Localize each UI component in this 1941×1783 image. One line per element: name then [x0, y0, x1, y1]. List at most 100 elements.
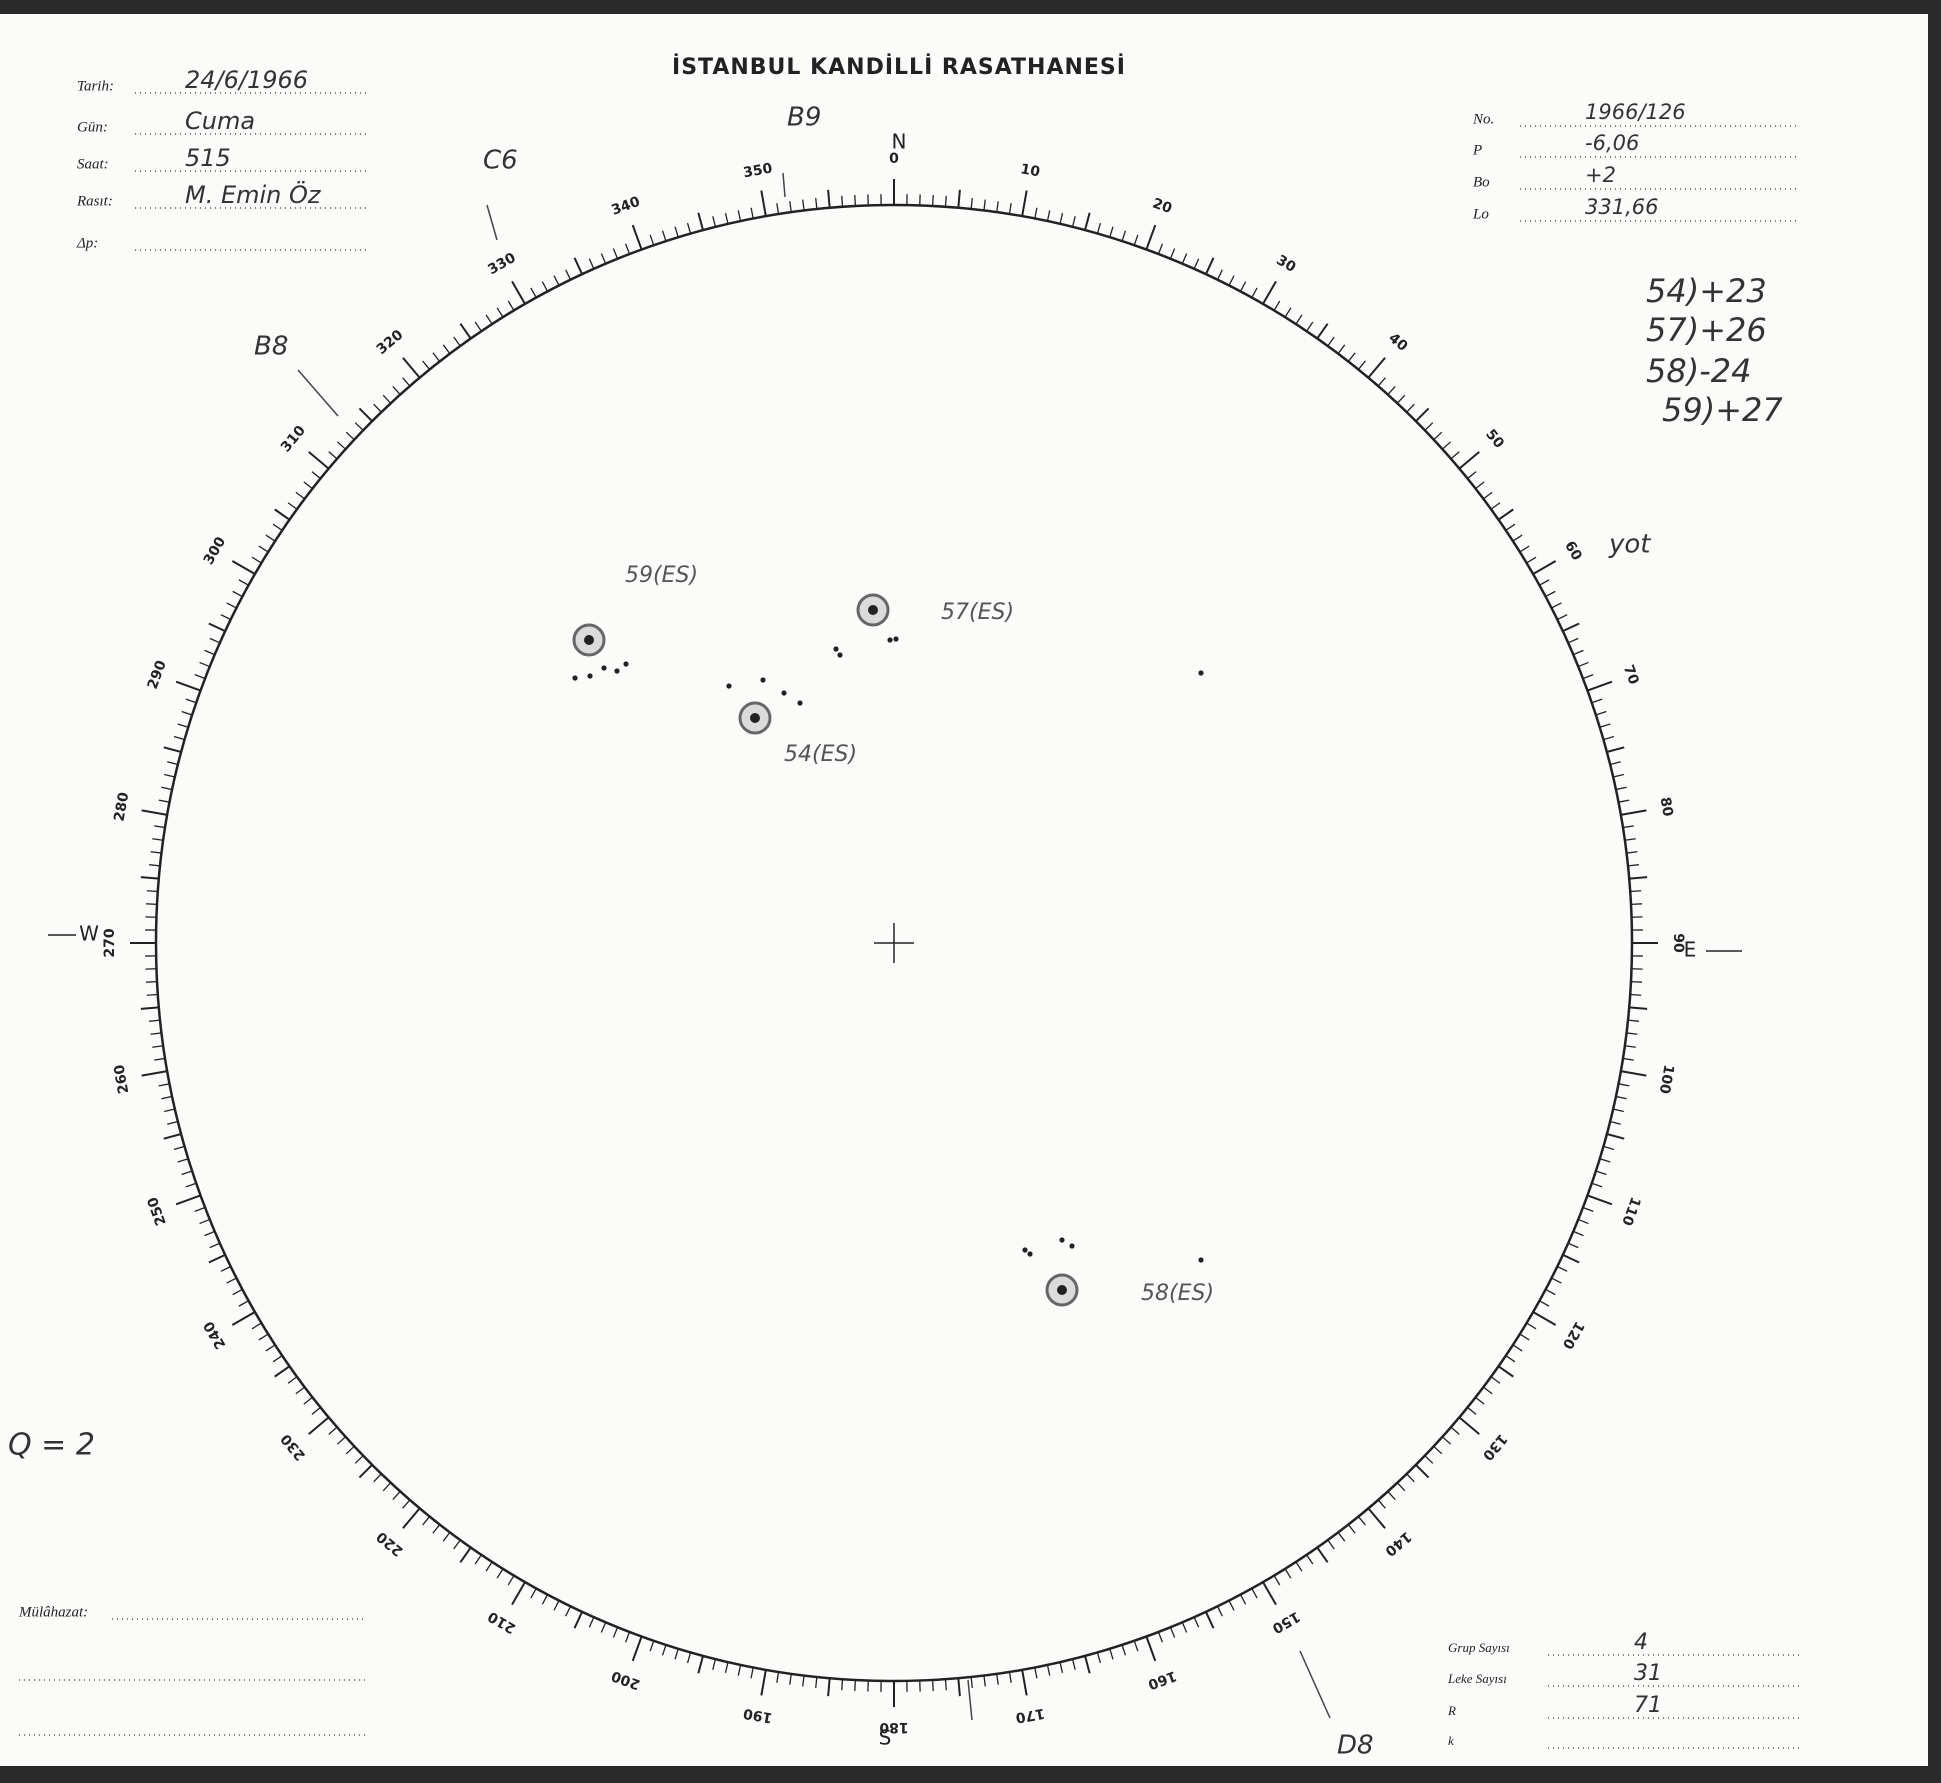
degree-tick: [712, 1658, 717, 1670]
degree-tick: [1295, 1561, 1303, 1572]
degree-tick: [1615, 786, 1627, 791]
degree-tick: [1347, 352, 1356, 362]
degree-tick: [1629, 1006, 1648, 1010]
degree-tick: [1021, 190, 1028, 217]
degree-tick: [442, 1532, 451, 1542]
degree-tick: [453, 1539, 461, 1550]
degree-tick: [442, 344, 451, 354]
degree-tick: [1483, 1386, 1493, 1395]
degree-tick: [402, 1507, 421, 1529]
degree-tick: [1071, 1658, 1076, 1670]
spot: [614, 668, 620, 674]
degree-tick: [208, 1253, 226, 1264]
degree-tick: [1545, 1288, 1556, 1296]
degree-tick: [154, 825, 166, 829]
degree-tick: [1587, 1194, 1613, 1206]
degree-tick: [970, 198, 973, 210]
degree-tick: [737, 210, 742, 222]
degree-tick: [507, 1575, 515, 1586]
degree-tick: [1216, 1606, 1223, 1617]
degree-tick: [161, 786, 173, 791]
degree-tick: [1387, 1491, 1396, 1501]
degree-tick: [776, 1671, 780, 1683]
degree-tick: [827, 189, 831, 208]
degree-tick: [1627, 1019, 1639, 1022]
degree-tick: [1377, 377, 1386, 387]
field-label: Rasıt:: [76, 193, 113, 209]
degree-tick: [1071, 216, 1076, 228]
degree-tick: [208, 622, 226, 633]
degree-tick: [1626, 851, 1638, 854]
degree-tick: [553, 1600, 560, 1611]
field-label: Tarih:: [77, 78, 114, 94]
degree-tick: [712, 216, 717, 228]
degree-tick: [274, 1365, 291, 1378]
degree-tick: [1497, 508, 1514, 521]
spot: [868, 605, 878, 615]
degree-tick: [328, 1426, 338, 1435]
degree-label: 70: [1620, 663, 1642, 687]
degree-tick: [1475, 481, 1485, 490]
degree-tick: [459, 323, 472, 340]
degree-tick: [1618, 799, 1630, 803]
paper: [0, 14, 1928, 1766]
degree-tick: [841, 1679, 844, 1691]
degree-tick: [204, 649, 215, 656]
degree-tick: [354, 1455, 364, 1464]
degree-tick: [163, 1133, 182, 1140]
degree-tick: [815, 1676, 818, 1688]
degree-tick: [1059, 1661, 1064, 1673]
degree-tick: [511, 280, 526, 305]
degree-tick: [1587, 680, 1613, 692]
degree-tick: [1599, 723, 1611, 728]
spot: [1022, 1247, 1028, 1253]
field-label: R: [1447, 1703, 1456, 1718]
annotation: B9: [787, 103, 821, 133]
degree-tick: [1357, 1516, 1366, 1526]
degree-tick: [624, 1631, 631, 1643]
degree-tick: [392, 1491, 401, 1501]
field-label: Δp:: [76, 235, 98, 251]
degree-tick: [220, 614, 231, 621]
degree-tick: [150, 1032, 162, 1035]
annotation: C6: [483, 146, 518, 176]
annotation-mark: [782, 172, 786, 198]
note: 57)+26: [1646, 311, 1767, 349]
spot: [833, 646, 839, 652]
degree-tick: [274, 508, 291, 521]
compass-label: N: [892, 130, 907, 154]
degree-tick: [149, 864, 161, 867]
degree-tick: [854, 194, 857, 207]
degree-tick: [1490, 502, 1501, 510]
degree-tick: [511, 1581, 526, 1606]
degree-tick: [1337, 344, 1346, 354]
degree-tick: [185, 698, 197, 704]
degree-tick: [931, 194, 934, 207]
degree-tick: [1046, 1664, 1051, 1676]
degree-tick: [373, 1473, 382, 1483]
degree-tick: [1193, 1616, 1200, 1628]
degree-tick: [474, 1554, 482, 1565]
degree-tick: [146, 993, 158, 996]
degree-tick: [258, 545, 269, 553]
degree-tick: [1562, 622, 1580, 633]
degree-tick: [624, 243, 631, 255]
degree-tick: [1145, 224, 1157, 250]
degree-tick: [588, 258, 595, 270]
degree-tick: [957, 189, 961, 208]
degree-tick: [209, 1242, 221, 1249]
degree-tick: [238, 579, 249, 586]
spot: [837, 652, 843, 658]
degree-tick: [272, 523, 283, 531]
degree-tick: [336, 1436, 346, 1445]
degree-tick: [588, 1616, 595, 1628]
degree-tick: [231, 560, 256, 575]
field-value: 331,66: [1585, 195, 1658, 219]
degree-tick: [565, 1606, 572, 1617]
note: 58)-24: [1646, 352, 1751, 390]
spot: [797, 700, 803, 706]
spot: [623, 661, 629, 667]
degree-label: 170: [1014, 1705, 1046, 1726]
degree-tick: [1295, 314, 1303, 325]
degree-tick: [1620, 809, 1647, 816]
